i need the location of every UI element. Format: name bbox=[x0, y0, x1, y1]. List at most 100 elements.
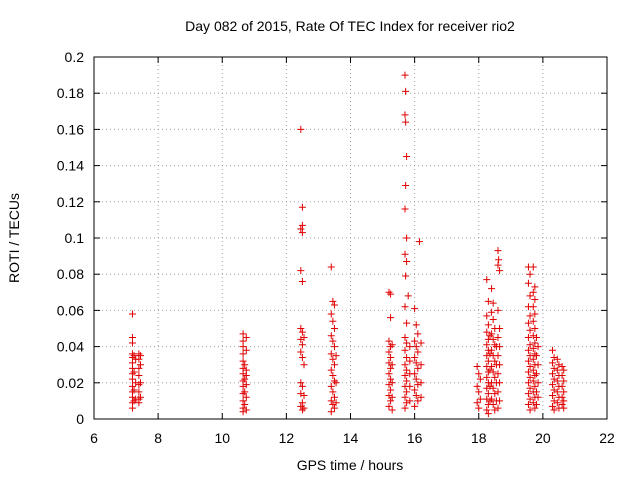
data-point bbox=[403, 153, 411, 161]
data-point bbox=[298, 203, 306, 211]
data-point bbox=[411, 370, 419, 378]
data-point bbox=[531, 404, 539, 412]
data-point bbox=[412, 359, 420, 367]
data-point bbox=[494, 352, 502, 360]
data-point bbox=[385, 359, 393, 367]
data-point bbox=[486, 332, 494, 340]
data-point bbox=[488, 395, 496, 403]
data-point bbox=[403, 377, 411, 385]
data-point bbox=[560, 404, 568, 412]
data-point bbox=[412, 321, 420, 329]
data-point bbox=[529, 366, 537, 374]
data-point bbox=[488, 308, 496, 316]
data-point bbox=[531, 296, 539, 304]
data-point bbox=[558, 382, 566, 390]
data-point bbox=[548, 381, 556, 389]
data-point bbox=[560, 377, 568, 385]
data-point bbox=[417, 393, 425, 401]
data-point bbox=[534, 343, 542, 351]
x-tick-label: 18 bbox=[471, 430, 487, 446]
data-point bbox=[560, 388, 568, 396]
data-point bbox=[476, 375, 484, 383]
data-point bbox=[526, 406, 534, 414]
data-point bbox=[130, 386, 138, 394]
data-point bbox=[532, 334, 540, 342]
data-point bbox=[388, 341, 396, 349]
data-point bbox=[327, 310, 335, 318]
data-point bbox=[401, 111, 409, 119]
data-point bbox=[332, 399, 340, 407]
data-point bbox=[553, 399, 561, 407]
data-point bbox=[388, 393, 396, 401]
data-point bbox=[555, 361, 563, 369]
x-tick-label: 6 bbox=[90, 430, 98, 446]
data-point bbox=[401, 71, 409, 79]
data-point bbox=[560, 397, 568, 405]
data-point bbox=[496, 267, 504, 275]
data-point bbox=[297, 348, 305, 356]
data-point bbox=[484, 357, 492, 365]
data-point bbox=[475, 388, 483, 396]
data-point bbox=[297, 379, 305, 387]
data-point bbox=[496, 379, 504, 387]
data-point bbox=[297, 125, 305, 133]
data-point bbox=[484, 297, 492, 305]
data-point bbox=[411, 386, 419, 394]
data-point bbox=[529, 288, 537, 296]
data-point bbox=[524, 368, 532, 376]
data-point bbox=[495, 256, 503, 264]
data-point bbox=[239, 382, 247, 390]
data-point bbox=[385, 348, 393, 356]
data-point bbox=[496, 397, 504, 405]
data-point bbox=[298, 353, 306, 361]
data-point bbox=[532, 370, 540, 378]
data-point bbox=[553, 355, 561, 363]
data-point bbox=[534, 361, 542, 369]
data-point bbox=[529, 399, 537, 407]
y-tick-label: 0.2 bbox=[65, 49, 85, 65]
data-point bbox=[387, 353, 395, 361]
data-point bbox=[550, 397, 558, 405]
data-point bbox=[330, 343, 338, 351]
data-point bbox=[526, 292, 534, 300]
data-point bbox=[483, 373, 491, 381]
data-point bbox=[239, 343, 247, 351]
data-point bbox=[417, 379, 425, 387]
y-tick-label: 0.08 bbox=[57, 266, 84, 282]
data-point bbox=[385, 288, 393, 296]
data-point bbox=[402, 87, 410, 95]
data-point bbox=[475, 404, 483, 412]
data-point bbox=[242, 346, 250, 354]
data-point bbox=[387, 343, 395, 351]
data-point bbox=[414, 364, 422, 372]
data-point bbox=[327, 366, 335, 374]
data-point bbox=[524, 319, 532, 327]
data-point bbox=[332, 352, 340, 360]
y-tick-label: 0.16 bbox=[57, 121, 84, 137]
data-point bbox=[330, 301, 338, 309]
data-point bbox=[524, 401, 532, 409]
data-point bbox=[329, 372, 337, 380]
data-point bbox=[526, 395, 534, 403]
data-point bbox=[332, 379, 340, 387]
data-point bbox=[491, 406, 499, 414]
data-point bbox=[491, 390, 499, 398]
data-point bbox=[414, 397, 422, 405]
data-point bbox=[553, 388, 561, 396]
data-point bbox=[491, 341, 499, 349]
y-axis-label: ROTI / TECUs bbox=[6, 193, 22, 283]
y-tick-label: 0.06 bbox=[57, 302, 84, 318]
data-point bbox=[401, 303, 409, 311]
data-point bbox=[529, 317, 537, 325]
data-point bbox=[411, 337, 419, 345]
x-tick-label: 20 bbox=[535, 430, 551, 446]
data-point bbox=[329, 317, 337, 325]
data-point bbox=[524, 357, 532, 365]
data-point bbox=[526, 384, 534, 392]
data-point bbox=[411, 353, 419, 361]
data-point bbox=[531, 283, 539, 291]
data-point bbox=[531, 382, 539, 390]
data-point bbox=[476, 395, 484, 403]
data-point bbox=[483, 384, 491, 392]
data-point bbox=[486, 366, 494, 374]
